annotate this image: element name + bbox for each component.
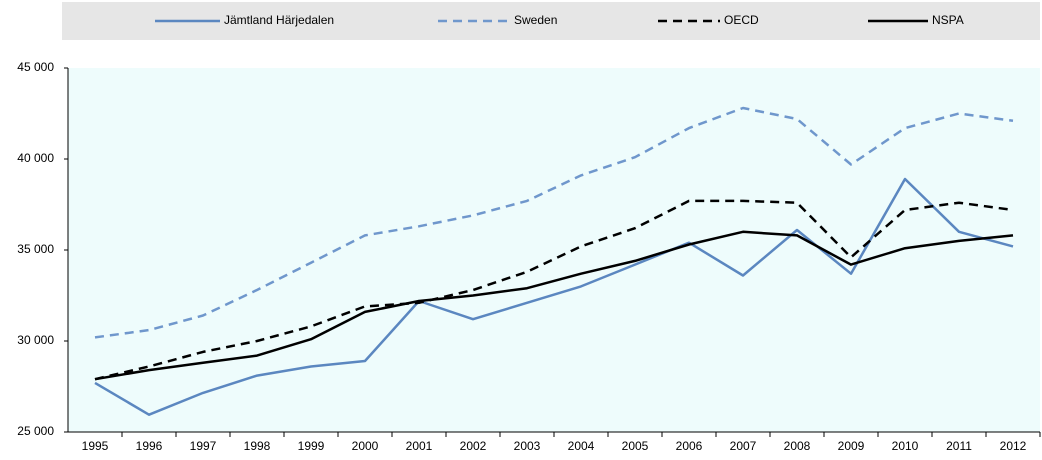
x-tick-label: 1995 bbox=[82, 439, 109, 453]
x-tick-label: 1997 bbox=[190, 439, 217, 453]
legend-label: Jämtland Härjedalen bbox=[224, 13, 334, 27]
x-tick-label: 2010 bbox=[892, 439, 919, 453]
x-tick-label: 2011 bbox=[946, 439, 972, 453]
x-tick-label: 2007 bbox=[730, 439, 757, 453]
y-tick-label: 35 000 bbox=[17, 242, 54, 256]
x-tick-label: 1999 bbox=[298, 439, 325, 453]
x-tick-label: 1996 bbox=[136, 439, 163, 453]
x-tick-label: 2004 bbox=[568, 439, 595, 453]
x-tick-label: 2012 bbox=[1000, 439, 1027, 453]
legend-label: OECD bbox=[724, 13, 759, 27]
legend-label: NSPA bbox=[932, 13, 964, 27]
x-tick-label: 2008 bbox=[784, 439, 811, 453]
x-tick-label: 2001 bbox=[406, 439, 433, 453]
x-tick-label: 2005 bbox=[622, 439, 649, 453]
x-tick-label: 2002 bbox=[460, 439, 487, 453]
x-tick-label: 2003 bbox=[514, 439, 541, 453]
y-tick-label: 25 000 bbox=[17, 424, 54, 438]
series-line bbox=[94, 106, 1014, 339]
y-tick-label: 30 000 bbox=[17, 333, 54, 347]
x-tick-label: 1998 bbox=[244, 439, 271, 453]
x-tick-label: 2009 bbox=[838, 439, 865, 453]
series-line bbox=[94, 230, 1014, 381]
plot-background bbox=[68, 68, 1040, 432]
legend-label: Sweden bbox=[514, 13, 557, 27]
x-tick-label: 2006 bbox=[676, 439, 703, 453]
y-tick-label: 45 000 bbox=[17, 60, 54, 74]
series-line bbox=[94, 199, 1014, 381]
x-tick-label: 2000 bbox=[352, 439, 379, 453]
y-tick-label: 40 000 bbox=[17, 151, 54, 165]
series-line bbox=[94, 177, 1014, 416]
